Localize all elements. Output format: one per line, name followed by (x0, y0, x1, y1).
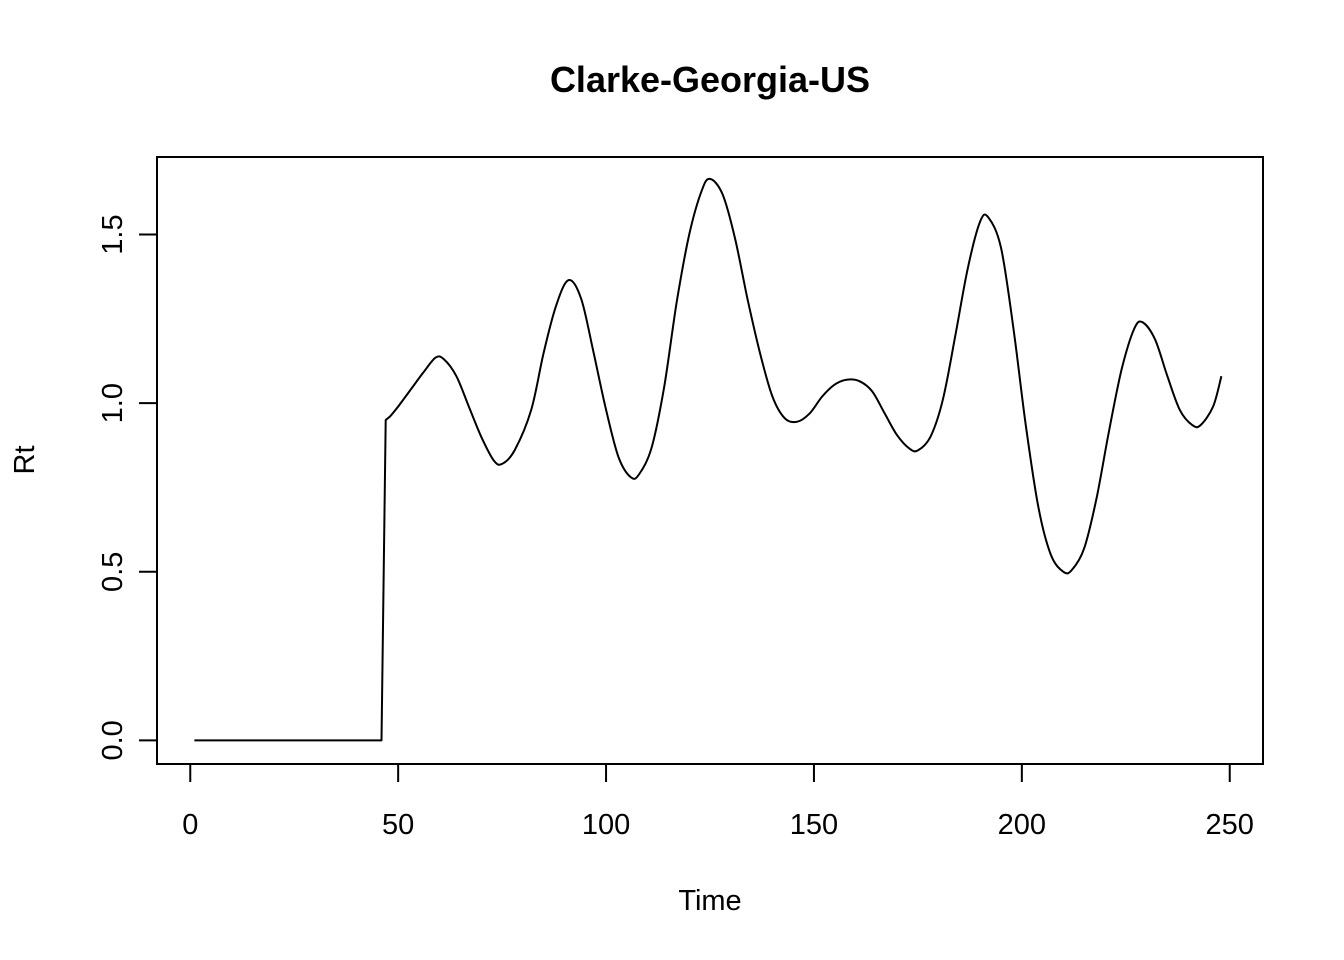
x-axis-label: Time (678, 885, 741, 917)
x-axis: 0 50 100 150 200 250 (182, 764, 1254, 841)
x-tick-label: 0 (182, 809, 198, 841)
chart-title: Clarke-Georgia-US (550, 59, 870, 100)
x-tick-label: 150 (790, 809, 838, 841)
y-axis: 0.0 0.5 1.0 1.5 (97, 214, 157, 761)
series-line (194, 177, 1223, 742)
y-tick-label: 1.5 (97, 214, 129, 254)
plot-frame (156, 156, 1264, 765)
x-tick-label: 50 (382, 809, 414, 841)
y-axis-label: Rt (9, 446, 41, 475)
y-tick-label: 0.5 (97, 552, 129, 592)
x-tick-label: 100 (582, 809, 630, 841)
x-tick-label: 250 (1206, 809, 1254, 841)
x-tick-label: 200 (998, 809, 1046, 841)
y-tick-label: 1.0 (97, 383, 129, 423)
y-tick-label: 0.0 (97, 720, 129, 760)
